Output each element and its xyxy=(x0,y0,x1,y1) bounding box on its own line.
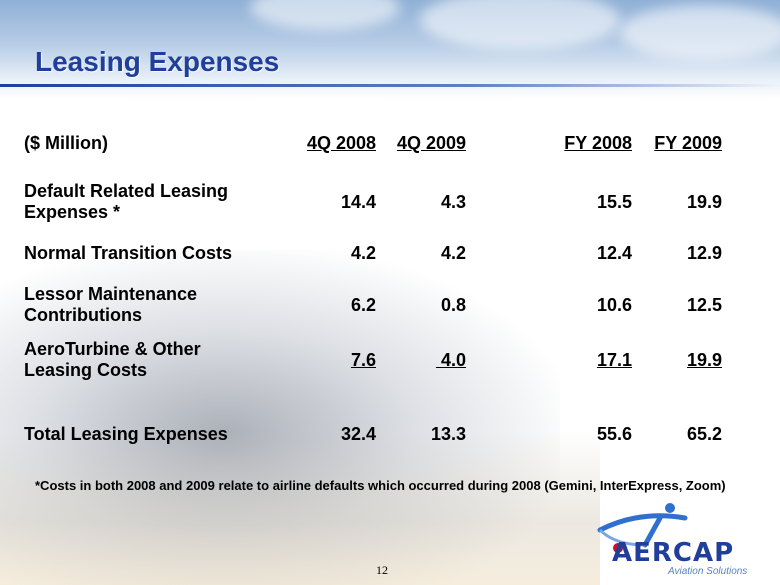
cell-lessor-fy2008: 10.6 xyxy=(596,295,632,315)
cell-normal-4q2008: 4.2 xyxy=(350,243,376,263)
aercap-logo-icon xyxy=(597,503,688,553)
row-label-line: Expenses * xyxy=(24,202,121,222)
cell-aeroturbine-4q2009: 4.0 xyxy=(435,350,466,370)
cell-lessor-fy2009: 12.5 xyxy=(686,295,722,315)
cell-total-4q2009: 13.3 xyxy=(430,424,466,444)
cell-default-fy2008: 15.5 xyxy=(596,192,632,212)
cloud-decoration xyxy=(420,0,620,50)
cell-aeroturbine-fy2008: 17.1 xyxy=(596,350,632,370)
cell-default-fy2009: 19.9 xyxy=(686,192,722,212)
title-underline xyxy=(0,84,780,87)
runway-background xyxy=(0,430,600,585)
cell-normal-4q2009: 4.2 xyxy=(440,243,466,263)
cell-lessor-4q2008: 6.2 xyxy=(350,295,376,315)
cell-total-fy2009: 65.2 xyxy=(686,424,722,444)
row-label-line: AeroTurbine & Other xyxy=(24,339,201,359)
logo-wordmark: AERCAP xyxy=(612,538,735,568)
col-header-4q2009: 4Q 2009 xyxy=(396,133,466,153)
cell-aeroturbine-4q2008: 7.6 xyxy=(350,350,376,370)
cell-default-4q2008: 14.4 xyxy=(340,192,376,212)
row-label-total: Total Leasing Expenses xyxy=(24,424,228,444)
aircraft-background-image xyxy=(0,250,560,585)
table-header-label: ($ Million) xyxy=(24,133,108,153)
cell-aeroturbine-fy2009-wrap: 19.9 xyxy=(632,350,722,371)
cell-lessor-4q2009: 0.8 xyxy=(440,295,466,315)
row-label-normal-transition: Normal Transition Costs xyxy=(24,243,233,263)
row-label-line: Contributions xyxy=(24,305,142,325)
logo-tagline: Aviation Solutions xyxy=(668,566,748,577)
cell-normal-fy2008: 12.4 xyxy=(596,243,632,263)
col-header-4q2008: 4Q 2008 xyxy=(306,133,376,153)
page-number: 12 xyxy=(376,563,388,577)
row-label-lessor-maintenance: Lessor Maintenance Contributions xyxy=(24,284,197,326)
slide-title: Leasing Expenses xyxy=(35,46,280,77)
cell-aeroturbine-fy2009: 19.9 xyxy=(686,350,722,370)
cloud-decoration xyxy=(620,5,780,60)
row-label-default-related: Default Related Leasing Expenses * xyxy=(24,181,228,223)
row-label-line: Lessor Maintenance xyxy=(24,284,198,304)
cell-default-4q2009: 4.3 xyxy=(440,192,466,212)
col-header-fy2009: FY 2009 xyxy=(654,133,722,153)
cell-total-4q2008: 32.4 xyxy=(340,424,376,444)
cell-aeroturbine-fy2008-wrap: 17.1 xyxy=(542,350,632,371)
cell-aeroturbine-4q2009-wrap: 4.0 xyxy=(376,350,466,371)
footnote: *Costs in both 2008 and 2009 relate to a… xyxy=(35,478,726,493)
row-label-aeroturbine: AeroTurbine & Other Leasing Costs xyxy=(24,339,201,381)
col-header-fy2008: FY 2008 xyxy=(564,133,632,153)
cell-total-fy2008: 55.6 xyxy=(596,424,632,444)
row-label-line: Default Related Leasing xyxy=(24,181,229,201)
cell-aeroturbine-4q2008-wrap: 7.6 xyxy=(286,350,376,371)
row-label-line: Leasing Costs xyxy=(24,360,148,380)
cell-normal-fy2009: 12.9 xyxy=(686,243,722,263)
